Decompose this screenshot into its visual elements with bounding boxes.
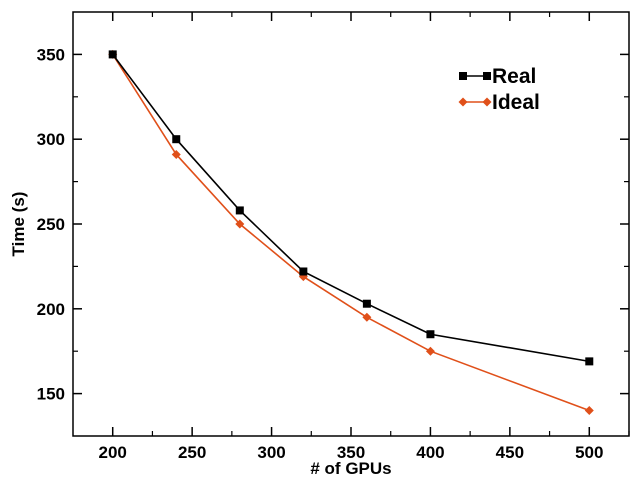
data-point-real [299, 267, 308, 276]
data-point-real [585, 357, 594, 366]
data-point-ideal [171, 149, 181, 159]
y-tick-label: 350 [37, 45, 65, 64]
tick-labels: 200 250 300 350 400 450 500 150 200 250 300 350 [37, 45, 604, 462]
legend-marker [458, 97, 468, 107]
legend-marker [482, 97, 492, 107]
y-tick-label: 200 [37, 300, 65, 319]
data-point-ideal [235, 219, 245, 229]
data-point-ideal [362, 312, 372, 322]
data-point-ideal [425, 346, 435, 356]
legend-label: Real [492, 65, 536, 88]
data-point-ideal [584, 406, 594, 416]
x-tick-label: 450 [496, 443, 524, 462]
y-axis-label: Time (s) [9, 192, 28, 257]
series-real [108, 50, 594, 366]
y-tick-label: 300 [37, 130, 65, 149]
x-tick-label: 300 [257, 443, 285, 462]
x-axis-label: # of GPUs [310, 459, 391, 478]
data-point-real [426, 330, 435, 339]
axis-ticks [73, 12, 630, 436]
x-tick-label: 250 [178, 443, 206, 462]
data-point-real [362, 299, 371, 308]
x-tick-label: 350 [337, 443, 365, 462]
legend-item-ideal: Ideal [458, 91, 540, 114]
plot-frame [72, 11, 630, 437]
x-tick-label: 400 [416, 443, 444, 462]
legend-marker [483, 72, 491, 80]
x-tick-label: 200 [99, 443, 127, 462]
series-layer [108, 49, 594, 416]
y-tick-label: 250 [37, 215, 65, 234]
legend-item-real: Real [459, 65, 536, 88]
y-tick-label: 150 [37, 385, 65, 404]
data-point-real [172, 135, 181, 144]
legend-marker [459, 72, 467, 80]
legend-label: Ideal [492, 91, 540, 114]
legend: Real Ideal [458, 65, 540, 114]
x-tick-label: 500 [575, 443, 603, 462]
series-ideal [108, 49, 594, 416]
data-point-real [235, 206, 244, 215]
data-point-real [108, 50, 117, 59]
